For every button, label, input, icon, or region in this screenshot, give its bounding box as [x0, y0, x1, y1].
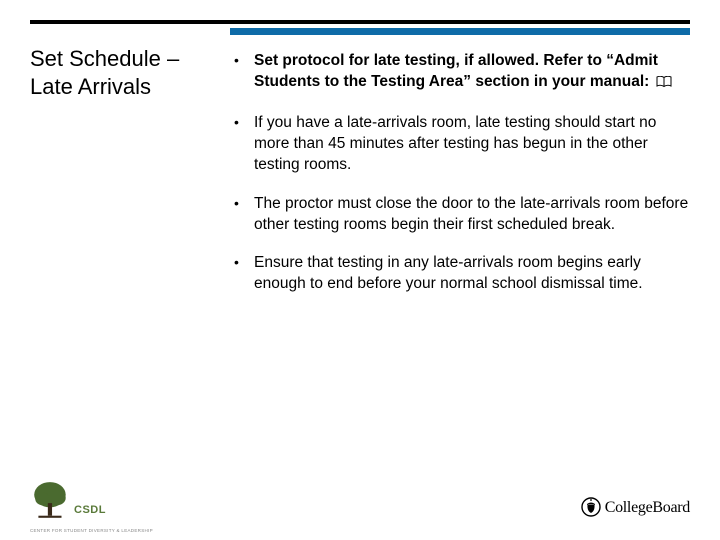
rule-black — [30, 20, 690, 24]
tree-icon — [30, 480, 72, 522]
csdl-subtitle: CENTER FOR STUDENT DIVERSITY & LEADERSHI… — [30, 529, 153, 534]
bullet-item: If you have a late-arrivals room, late t… — [230, 113, 690, 176]
bullet-item: Ensure that testing in any late-arrivals… — [230, 253, 690, 295]
bullet-text: Set protocol for late testing, if allowe… — [254, 52, 658, 90]
csdl-logo: CSDL — [30, 480, 106, 522]
bullet-item: Set protocol for late testing, if allowe… — [230, 51, 690, 95]
rule-blue — [230, 28, 690, 35]
bullet-text: Ensure that testing in any late-arrivals… — [254, 254, 643, 292]
content-row: Set Schedule – Late Arrivals Set protoco… — [30, 45, 690, 313]
bullet-list: Set protocol for late testing, if allowe… — [230, 51, 690, 295]
collegeboard-logo: CollegeBoard — [581, 496, 690, 520]
csdl-name: CSDL — [74, 504, 106, 516]
collegeboard-name: CollegeBoard — [605, 499, 690, 517]
slide: Set Schedule – Late Arrivals Set protoco… — [0, 0, 720, 540]
bullet-text: If you have a late-arrivals room, late t… — [254, 114, 656, 173]
title-column: Set Schedule – Late Arrivals — [30, 45, 230, 313]
book-icon — [656, 74, 672, 95]
acorn-icon — [581, 496, 601, 520]
bullets-column: Set protocol for late testing, if allowe… — [230, 45, 690, 313]
bullet-text: The proctor must close the door to the l… — [254, 195, 688, 233]
slide-title: Set Schedule – Late Arrivals — [30, 45, 220, 100]
bullet-item: The proctor must close the door to the l… — [230, 194, 690, 236]
